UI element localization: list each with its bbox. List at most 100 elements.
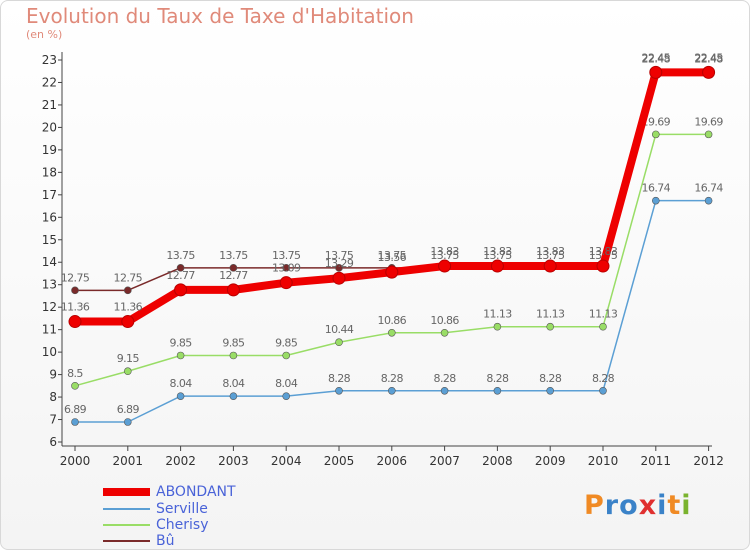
series-point-0 — [702, 65, 716, 79]
data-label-3: 12.75 — [61, 271, 90, 284]
logo-letter: r — [604, 490, 620, 521]
series-point-1 — [651, 196, 660, 205]
x-tick-label: 2000 — [60, 454, 91, 468]
y-tick-label: 18 — [42, 165, 57, 179]
proxiti-logo: Proxiti — [584, 490, 692, 521]
data-label-0: 13.83 — [430, 245, 459, 258]
series-point-1 — [546, 386, 555, 395]
logo-letter: o — [619, 490, 639, 521]
data-label-2: 10.86 — [430, 314, 459, 327]
chart-title: Evolution du Taux de Taxe d'Habitation — [26, 4, 414, 28]
y-tick-label: 10 — [42, 345, 57, 359]
series-point-2 — [599, 322, 607, 331]
series-point-2 — [335, 338, 343, 347]
series-point-0 — [438, 259, 452, 273]
series-point-2 — [176, 351, 185, 360]
series-line-0 — [71, 68, 713, 326]
x-tick-label: 2003 — [218, 454, 249, 468]
data-label-3: 13.75 — [272, 249, 301, 262]
data-label-1: 16.74 — [694, 182, 723, 195]
y-tick-label: 15 — [42, 233, 57, 247]
series-point-2 — [440, 328, 449, 337]
series-point-2 — [704, 130, 713, 139]
data-label-3: 22.48 — [642, 53, 671, 66]
y-tick-label: 19 — [42, 143, 57, 157]
data-label-0: 13.83 — [536, 245, 565, 258]
data-label-3: 13.75 — [219, 249, 248, 262]
x-tick-label: 2011 — [641, 454, 672, 468]
series-point-2 — [229, 351, 238, 360]
series-point-0 — [596, 259, 610, 273]
y-tick-label: 7 — [49, 413, 57, 427]
y-tick-label: 9 — [49, 368, 57, 382]
series-point-3 — [176, 264, 185, 272]
data-label-1: 8.28 — [434, 372, 457, 385]
y-tick-label: 13 — [42, 278, 57, 292]
data-label-2: 9.85 — [170, 336, 193, 349]
series-point-0 — [332, 271, 346, 285]
data-label-0: 12.77 — [166, 269, 195, 282]
series-point-1 — [282, 392, 291, 400]
y-tick-label: 12 — [42, 300, 57, 314]
data-label-2: 11.13 — [589, 308, 618, 321]
x-tick-label: 2006 — [377, 454, 408, 468]
series-point-3 — [71, 286, 79, 295]
legend-label-serville: Serville — [156, 501, 208, 517]
y-tick-label: 21 — [42, 98, 57, 112]
data-label-3: 12.75 — [114, 271, 143, 284]
y-tick-label: 22 — [42, 75, 57, 89]
data-label-1: 8.04 — [170, 377, 193, 390]
data-label-1: 8.28 — [381, 372, 404, 385]
data-label-2: 19.69 — [642, 115, 671, 128]
data-label-2: 11.13 — [483, 308, 512, 321]
y-tick-label: 6 — [49, 435, 57, 449]
data-label-1: 8.04 — [275, 377, 298, 390]
data-label-0: 12.77 — [219, 269, 248, 282]
y-tick-label: 8 — [49, 390, 57, 404]
logo-letter: P — [584, 490, 605, 521]
y-tick-label: 14 — [42, 255, 57, 269]
data-label-3: 13.75 — [325, 249, 354, 262]
series-point-2 — [282, 351, 291, 360]
series-point-2 — [546, 322, 555, 331]
data-label-1: 6.89 — [64, 403, 87, 416]
data-label-0: 11.36 — [114, 301, 143, 314]
data-label-1: 8.28 — [539, 372, 562, 385]
data-label-1: 8.04 — [222, 377, 245, 390]
data-label-3: 13.75 — [536, 249, 565, 262]
data-label-1: 8.28 — [486, 372, 509, 385]
series-point-1 — [440, 386, 449, 395]
logo-letter: i — [657, 490, 668, 521]
data-label-3: 13.75 — [378, 249, 407, 262]
y-tick-label: 23 — [42, 53, 57, 67]
data-label-2: 19.69 — [694, 115, 723, 128]
series-point-1 — [387, 386, 396, 395]
series-point-2 — [651, 130, 660, 139]
data-label-1: 16.74 — [642, 182, 671, 195]
series-point-2 — [493, 322, 502, 331]
series-point-1 — [229, 392, 238, 400]
data-label-3: 13.75 — [483, 249, 512, 262]
data-label-1: 6.89 — [117, 403, 140, 416]
series-point-0 — [543, 259, 557, 273]
series-point-2 — [71, 382, 79, 390]
data-label-1: 8.28 — [328, 372, 351, 385]
x-tick-label: 2009 — [535, 454, 566, 468]
series-point-3 — [335, 264, 343, 272]
series-point-0 — [121, 315, 135, 329]
data-label-0: 22.45 — [694, 51, 723, 64]
data-label-0: 11.36 — [61, 301, 90, 314]
legend-label-bu: Bû — [156, 533, 175, 549]
data-label-3: 13.75 — [430, 249, 459, 262]
x-tick-label: 2010 — [588, 454, 619, 468]
logo-letter: t — [667, 490, 682, 521]
data-label-3: 13.75 — [166, 249, 195, 262]
x-tick-label: 2012 — [693, 454, 724, 468]
series-point-0 — [279, 276, 293, 290]
series-point-2 — [387, 328, 396, 337]
series-point-1 — [176, 392, 185, 400]
series-point-0 — [490, 259, 504, 273]
series-point-1 — [704, 196, 713, 205]
data-label-0: 13.09 — [272, 262, 301, 275]
